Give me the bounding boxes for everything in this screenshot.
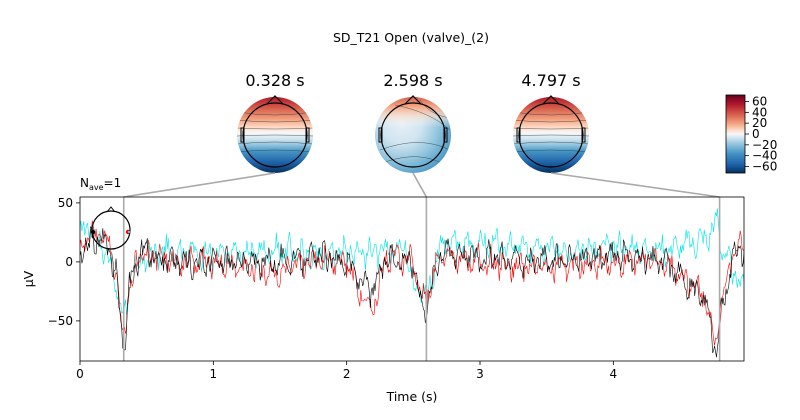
topomap-connector — [412, 172, 428, 198]
colorbar-tick-label: −20 — [752, 138, 777, 152]
colorbar-tick-label: 0 — [752, 127, 760, 141]
x-tick-label: 4 — [610, 367, 618, 381]
y-axis: 50 0 −50 — [48, 196, 80, 328]
topomap-connector — [550, 172, 720, 198]
colorbar-tick-label: 20 — [752, 116, 767, 130]
trace-line — [80, 226, 744, 358]
x-axis: 0 1 2 3 4 — [76, 361, 617, 381]
sensor-dot — [127, 230, 131, 234]
topomap-connectors — [123, 172, 720, 198]
nave-label: Nave=1 — [80, 176, 121, 192]
colorbar-tick-label: 60 — [752, 95, 767, 109]
topomap-connector — [123, 172, 276, 198]
head-outline-icon — [380, 102, 446, 168]
sensor-dot — [90, 229, 96, 235]
y-tick-label: 0 — [65, 255, 73, 269]
head-outline-icon — [242, 102, 308, 168]
x-tick-label: 2 — [343, 367, 351, 381]
y-axis-label: µV — [21, 270, 36, 287]
x-tick-label: 3 — [476, 367, 484, 381]
plot-area: 0 1 2 3 4 50 0 −50 — [48, 196, 745, 381]
head-outline-icon — [518, 102, 584, 168]
topomap-time-label: 4.797 s — [521, 71, 580, 90]
y-tick-label: −50 — [48, 314, 73, 328]
x-axis-label: Time (s) — [386, 389, 438, 404]
y-tick-label: 50 — [58, 196, 73, 210]
colorbar-tick-label: −60 — [752, 160, 777, 174]
colorbar-tick-label: −40 — [752, 149, 777, 163]
topomap-1 — [237, 95, 313, 173]
topomap-3 — [513, 95, 589, 173]
trace-line — [80, 220, 744, 346]
topomap-2 — [375, 95, 451, 173]
time-markers — [122, 197, 721, 361]
figure-title: SD_T21 Open (valve)_(2) — [333, 30, 489, 45]
topomap-time-label: 0.328 s — [245, 71, 304, 90]
sensor-inset — [90, 206, 131, 250]
topomap-time-label: 2.598 s — [383, 71, 442, 90]
x-tick-label: 1 — [210, 367, 218, 381]
x-tick-label: 0 — [76, 367, 84, 381]
trace-line — [80, 208, 744, 315]
colorbar-tick-label: 40 — [752, 105, 767, 119]
